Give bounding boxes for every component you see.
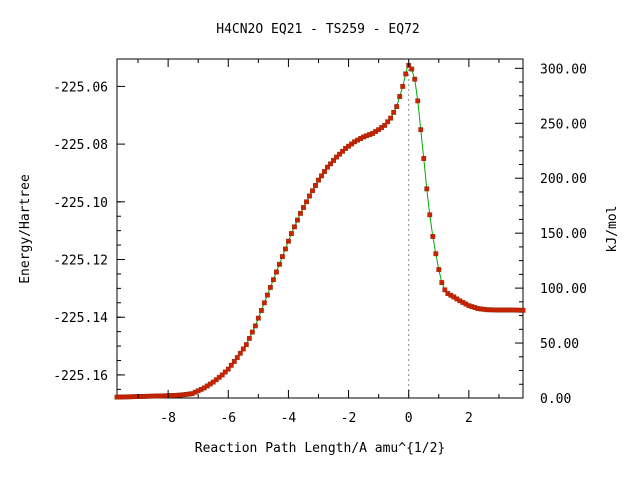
data-point <box>418 127 424 133</box>
data-point <box>277 261 282 267</box>
x-tick-label: -4 <box>281 411 297 426</box>
data-point <box>273 269 279 275</box>
x-tick-label: -8 <box>160 411 176 426</box>
y2-tick-label: 300.00 <box>540 62 587 77</box>
x-axis-label: Reaction Path Length/A amu^{1/2} <box>195 441 445 456</box>
data-point <box>421 156 427 161</box>
data-point <box>319 173 324 179</box>
data-point <box>520 307 526 313</box>
y2-axis-label: kJ/mol <box>605 206 620 253</box>
data-point <box>382 122 388 128</box>
data-point <box>307 193 312 199</box>
data-point <box>412 76 418 82</box>
y2-tick-label: 50.00 <box>540 337 579 352</box>
data-point <box>280 254 285 260</box>
data-point <box>231 359 237 364</box>
plot-frame <box>116 58 524 399</box>
data-point <box>228 362 234 368</box>
data-point <box>424 186 430 192</box>
data-point <box>283 246 288 252</box>
data-point <box>304 199 309 205</box>
data-point <box>252 323 258 329</box>
data-point <box>409 66 415 72</box>
data-point <box>430 234 436 239</box>
data-point <box>403 71 409 77</box>
data-point <box>340 148 345 154</box>
data-point <box>388 115 394 121</box>
data-point <box>322 169 327 174</box>
data-point <box>246 335 252 341</box>
data-point <box>301 205 306 210</box>
data-point <box>261 300 267 306</box>
y2-tick-label: 250.00 <box>540 117 587 132</box>
data-point <box>270 277 276 283</box>
data-point <box>222 369 228 375</box>
y2-tick-label: 100.00 <box>540 282 587 297</box>
energy-curve <box>116 64 524 398</box>
data-point <box>331 158 336 163</box>
data-point <box>439 280 445 285</box>
data-point <box>295 217 300 223</box>
x-tick-label: -6 <box>220 411 236 426</box>
data-point <box>427 212 433 218</box>
data-point <box>219 372 225 378</box>
y2-tick-label: 150.00 <box>540 227 587 242</box>
y-tick-label: -225.16 <box>53 369 108 384</box>
data-point <box>415 98 421 104</box>
y-axis-label: Energy/Hartree <box>18 174 33 284</box>
y-tick-label: -225.14 <box>53 311 108 326</box>
data-point <box>237 350 243 356</box>
data-point <box>225 366 231 372</box>
data-point <box>243 342 249 348</box>
data-point <box>216 374 222 380</box>
data-point <box>391 109 397 115</box>
data-point <box>286 238 291 244</box>
data-point <box>397 94 403 99</box>
data-point <box>442 287 448 293</box>
data-point <box>328 161 333 167</box>
data-point <box>316 177 321 183</box>
data-point <box>267 285 273 290</box>
data-point <box>298 210 303 216</box>
x-tick-label: 2 <box>465 411 473 426</box>
data-point <box>258 308 264 313</box>
data-point <box>400 84 406 89</box>
data-point <box>289 231 294 236</box>
data-point <box>240 346 246 352</box>
data-point <box>310 188 315 194</box>
data-point <box>325 164 330 170</box>
x-tick-label: 0 <box>405 411 413 426</box>
data-point <box>394 104 400 110</box>
data-point <box>433 251 439 257</box>
data-point <box>210 379 216 385</box>
y2-tick-label: 0.00 <box>540 392 571 407</box>
data-point <box>385 119 391 125</box>
y-tick-label: -225.10 <box>53 196 108 211</box>
data-point <box>264 292 270 298</box>
data-point <box>436 267 442 273</box>
data-point <box>255 315 261 321</box>
x-tick-label: -2 <box>341 411 357 426</box>
data-point <box>213 377 219 383</box>
chart-title: H4CN2O EQ21 - TS259 - EQ72 <box>216 22 420 37</box>
y-tick-label: -225.12 <box>53 254 108 269</box>
data-point <box>313 183 318 188</box>
data-point <box>292 224 297 230</box>
data-point <box>249 329 255 335</box>
y-tick-label: -225.08 <box>53 138 108 153</box>
data-point <box>334 154 339 160</box>
data-point <box>337 151 342 157</box>
data-point <box>234 355 240 361</box>
y-tick-label: -225.06 <box>53 80 108 95</box>
y2-tick-label: 200.00 <box>540 172 587 187</box>
